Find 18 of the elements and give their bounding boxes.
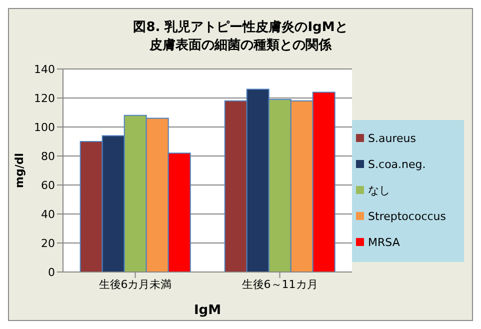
x-tick-label: 生後6～11カ月 [242,278,318,291]
legend-label: なし [368,184,390,196]
y-tick-label: 140 [34,62,55,76]
legend-label: S.aureus [368,132,416,144]
y-tick-label: 40 [41,208,55,221]
y-tick-label: 80 [41,150,55,163]
y-axis-title: mg/dl [12,153,26,188]
y-tick-label: 0 [48,266,55,279]
y-tick-label: 120 [34,92,55,105]
y-tick-label: 20 [41,236,55,250]
chart-title: 図8. 乳児アトピー性皮膚炎のIgMと皮膚表面の細菌の種類との関係 [132,19,349,55]
y-tick-label: 60 [41,178,55,192]
y-tick-label: 100 [34,120,55,134]
x-tick-label: 生後6カ月未満 [98,278,172,291]
legend-label: MRSA [368,236,400,248]
x-axis-title: IgM [194,303,222,318]
legend-label: Streptococcus [368,210,446,222]
legend-label: S.coa.neg. [368,158,426,170]
